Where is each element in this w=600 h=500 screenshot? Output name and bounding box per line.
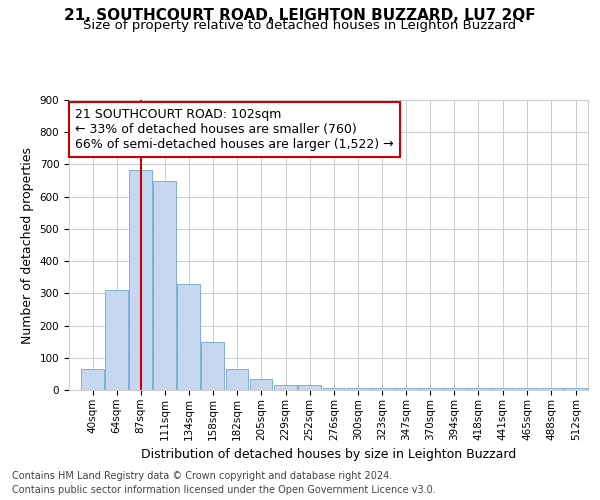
Bar <box>347 388 370 390</box>
Bar <box>516 388 538 390</box>
Bar <box>565 388 587 390</box>
Bar <box>443 388 466 390</box>
Text: Contains public sector information licensed under the Open Government Licence v3: Contains public sector information licen… <box>12 485 436 495</box>
Text: 21, SOUTHCOURT ROAD, LEIGHTON BUZZARD, LU7 2QF: 21, SOUTHCOURT ROAD, LEIGHTON BUZZARD, L… <box>64 8 536 22</box>
Y-axis label: Number of detached properties: Number of detached properties <box>21 146 34 344</box>
Bar <box>129 170 152 390</box>
Bar <box>371 388 394 390</box>
Text: 21 SOUTHCOURT ROAD: 102sqm
← 33% of detached houses are smaller (760)
66% of sem: 21 SOUTHCOURT ROAD: 102sqm ← 33% of deta… <box>75 108 394 151</box>
X-axis label: Distribution of detached houses by size in Leighton Buzzard: Distribution of detached houses by size … <box>141 448 516 461</box>
Bar <box>274 385 297 390</box>
Bar <box>250 380 272 390</box>
Bar <box>105 290 128 390</box>
Bar <box>395 388 418 390</box>
Bar <box>81 369 104 390</box>
Bar <box>540 388 563 390</box>
Bar <box>202 342 224 390</box>
Text: Size of property relative to detached houses in Leighton Buzzard: Size of property relative to detached ho… <box>83 18 517 32</box>
Bar <box>491 388 514 390</box>
Bar <box>178 284 200 390</box>
Bar <box>323 388 346 390</box>
Bar <box>226 369 248 390</box>
Bar <box>467 388 490 390</box>
Bar <box>154 180 176 390</box>
Text: Contains HM Land Registry data © Crown copyright and database right 2024.: Contains HM Land Registry data © Crown c… <box>12 471 392 481</box>
Bar <box>298 385 321 390</box>
Bar <box>419 388 442 390</box>
